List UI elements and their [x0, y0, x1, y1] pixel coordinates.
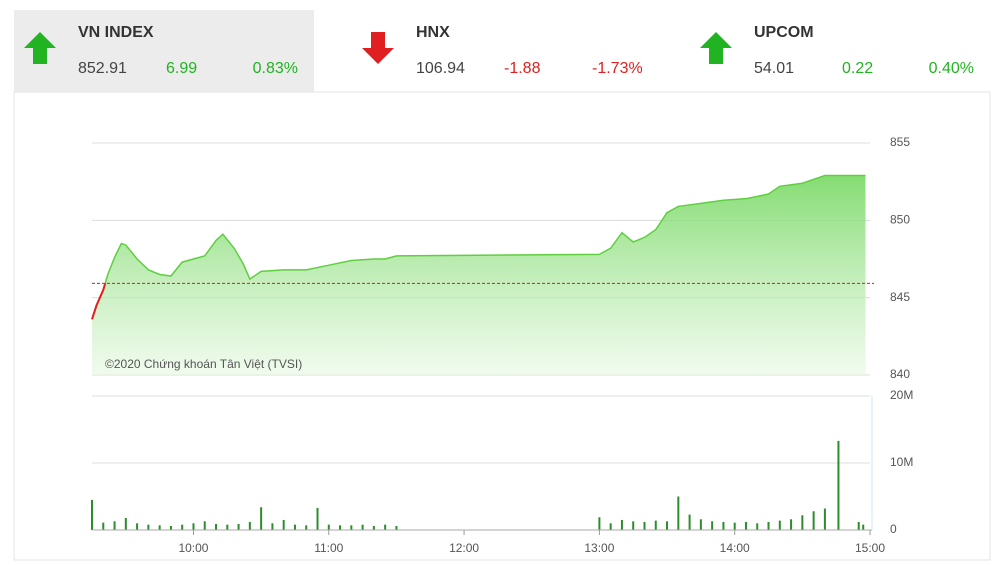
- volume-bar: [260, 507, 263, 530]
- volume-bar: [147, 524, 150, 530]
- volume-bar: [837, 440, 840, 530]
- volume-bar: [609, 523, 612, 530]
- index-price: 106.94: [416, 60, 465, 77]
- volume-bar: [711, 521, 714, 530]
- volume-bar: [812, 511, 815, 530]
- volume-bar: [282, 519, 285, 530]
- y-tick-label: 855: [890, 135, 910, 149]
- volume-bar: [215, 523, 218, 530]
- volume-bar: [620, 519, 623, 530]
- index-percent: 0.40%: [928, 60, 974, 77]
- volume-bar: [271, 523, 274, 530]
- volume-bar: [124, 517, 127, 530]
- volume-bar: [372, 525, 375, 530]
- volume-bar: [248, 521, 251, 530]
- area-fill: [92, 175, 866, 375]
- volume-bar: [666, 521, 669, 530]
- index-change: 6.99: [166, 60, 198, 77]
- volume-bar: [316, 507, 319, 530]
- volume-bar: [237, 523, 240, 530]
- x-tick-label: 10:00: [178, 541, 208, 555]
- volume-bar: [823, 508, 826, 530]
- down-arrow: [362, 32, 394, 64]
- y-tick-label: 0: [890, 522, 897, 536]
- volume-bar: [91, 499, 93, 530]
- index-change: 0.22: [842, 60, 874, 77]
- x-tick-label: 11:00: [314, 541, 343, 555]
- volume-bar: [169, 525, 172, 530]
- volume-bar: [733, 522, 736, 530]
- volume-bar: [722, 521, 725, 530]
- volume-bar: [181, 524, 184, 530]
- index-price: 852.91: [78, 60, 127, 77]
- volume-bar: [102, 522, 105, 530]
- volume-bar: [339, 525, 342, 530]
- volume-bar: [790, 519, 793, 530]
- x-tick-label: 14:00: [720, 541, 750, 555]
- volume-bar: [136, 523, 139, 530]
- up-arrow: [24, 32, 56, 64]
- index-change: -1.88: [504, 60, 541, 77]
- volume-bar: [857, 521, 860, 530]
- y-tick-label: 850: [890, 213, 910, 227]
- volume-bar: [361, 524, 364, 530]
- volume-bar: [293, 524, 296, 530]
- volume-bar: [677, 496, 680, 530]
- x-tick-label: 12:00: [449, 541, 479, 555]
- volume-bar: [632, 521, 635, 530]
- volume-bar: [862, 524, 865, 530]
- volume-bar: [327, 524, 330, 530]
- volume-bar: [801, 515, 804, 530]
- x-tick-label: 15:00: [855, 541, 885, 555]
- index-name: VN INDEX: [78, 24, 154, 41]
- index-price: 54.01: [754, 60, 795, 77]
- frame: [13, 91, 991, 561]
- volume-bar: [226, 524, 229, 530]
- volume-bar: [744, 521, 747, 530]
- price-line: [91, 174, 866, 320]
- index-tile[interactable]: HNX 106.94 -1.88 -1.73%: [352, 10, 652, 92]
- volume-bar: [767, 521, 770, 530]
- volume-bar: [643, 521, 646, 530]
- volume-bar: [203, 521, 206, 530]
- volume-bar: [688, 514, 691, 530]
- index-percent: -1.73%: [592, 60, 643, 77]
- y-tick-label: 845: [890, 290, 910, 304]
- up-arrow: [700, 32, 732, 64]
- volume-bar: [350, 525, 353, 530]
- volume-bar: [598, 517, 601, 530]
- y-tick-label: 840: [890, 367, 910, 381]
- index-percent: 0.83%: [252, 60, 298, 77]
- volume-bar: [395, 525, 398, 530]
- volume-bar: [158, 525, 161, 530]
- volume-bar: [305, 525, 308, 530]
- volume-bar: [113, 521, 116, 530]
- y-tick-label: 10M: [890, 455, 913, 469]
- volume-bar: [699, 519, 702, 530]
- volume-bar: [756, 523, 759, 530]
- x-tick-label: 13:00: [584, 541, 614, 555]
- watermark: ©2020 Chứng khoán Tân Việt (TVSI): [105, 357, 302, 371]
- volume-bar: [654, 520, 657, 530]
- y-tick-label: 20M: [890, 388, 913, 402]
- index-name: UPCOM: [754, 24, 814, 41]
- index-name: HNX: [416, 24, 450, 41]
- volume-bar: [384, 524, 387, 530]
- index-tile[interactable]: VN INDEX 852.91 6.99 0.83%: [14, 10, 314, 92]
- volume-bar: [778, 520, 781, 530]
- index-tile[interactable]: UPCOM 54.01 0.22 0.40%: [690, 10, 990, 92]
- volume-bar: [192, 523, 195, 530]
